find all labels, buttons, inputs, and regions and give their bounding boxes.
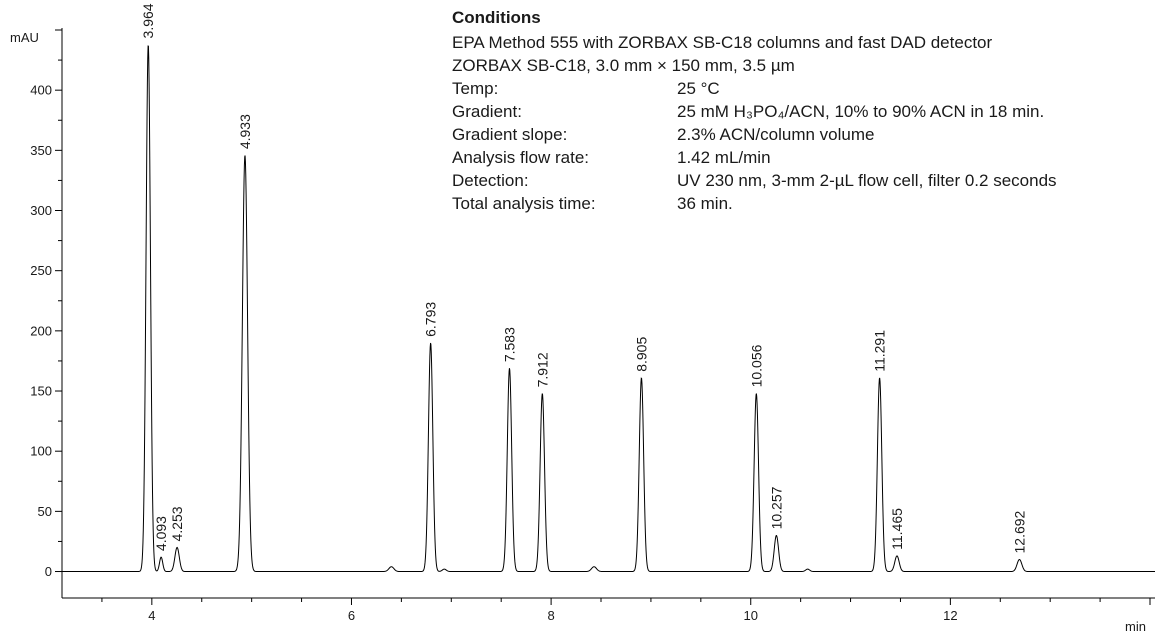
peak-label: 4.933 [237,114,253,149]
x-axis-unit-label: min [1125,619,1146,634]
x-tick-label: 4 [148,608,155,623]
y-tick-label: 0 [45,564,52,579]
condition-value: 2.3% ACN/column volume [677,123,874,146]
peak-label: 10.257 [768,486,784,529]
peak-label: 4.093 [153,516,169,551]
conditions-method-line: EPA Method 555 with ZORBAX SB-C18 column… [452,31,1152,54]
x-tick-label: 10 [744,608,758,623]
condition-key: Detection: [452,169,677,192]
condition-key: Gradient: [452,100,677,123]
condition-row-gradient-slope: Gradient slope: 2.3% ACN/column volume [452,123,1152,146]
x-tick-label: 12 [943,608,957,623]
conditions-panel: Conditions EPA Method 555 with ZORBAX SB… [452,6,1152,215]
y-tick-label: 400 [30,83,52,98]
condition-value: 25 mM H₃PO₄/ACN, 10% to 90% ACN in 18 mi… [677,100,1044,123]
peak-label: 10.056 [748,344,764,387]
peak-label: 6.793 [423,302,439,337]
conditions-heading: Conditions [452,6,1152,29]
condition-row-temp: Temp: 25 °C [452,77,1152,100]
peak-label: 7.912 [534,352,550,387]
x-tick-label: 8 [547,608,554,623]
condition-key: Gradient slope: [452,123,677,146]
y-tick-label: 250 [30,263,52,278]
peak-label: 4.253 [169,506,185,541]
condition-value: UV 230 nm, 3-mm 2-µL flow cell, filter 0… [677,169,1057,192]
peak-label: 8.905 [633,337,649,372]
y-tick-label: 150 [30,384,52,399]
y-tick-label: 300 [30,203,52,218]
y-tick-label: 350 [30,143,52,158]
condition-key: Temp: [452,77,677,100]
condition-value: 36 min. [677,192,733,215]
peak-label: 3.964 [140,3,156,38]
conditions-column-line: ZORBAX SB-C18, 3.0 mm × 150 mm, 3.5 µm [452,54,1152,77]
condition-row-flow-rate: Analysis flow rate: 1.42 mL/min [452,146,1152,169]
condition-key: Analysis flow rate: [452,146,677,169]
condition-row-gradient: Gradient: 25 mM H₃PO₄/ACN, 10% to 90% AC… [452,100,1152,123]
y-axis-unit-label: mAU [10,30,39,45]
y-tick-label: 100 [30,444,52,459]
condition-row-detection: Detection: UV 230 nm, 3-mm 2-µL flow cel… [452,169,1152,192]
condition-value: 1.42 mL/min [677,146,771,169]
peak-label: 12.692 [1011,510,1027,553]
peak-label: 11.465 [889,508,905,550]
peak-label: 7.583 [501,327,517,362]
y-tick-label: 50 [38,504,52,519]
condition-row-total-time: Total analysis time: 36 min. [452,192,1152,215]
condition-value: 25 °C [677,77,720,100]
condition-key: Total analysis time: [452,192,677,215]
x-tick-label: 6 [348,608,355,623]
y-tick-label: 200 [30,323,52,338]
peak-label: 11.291 [872,330,888,372]
